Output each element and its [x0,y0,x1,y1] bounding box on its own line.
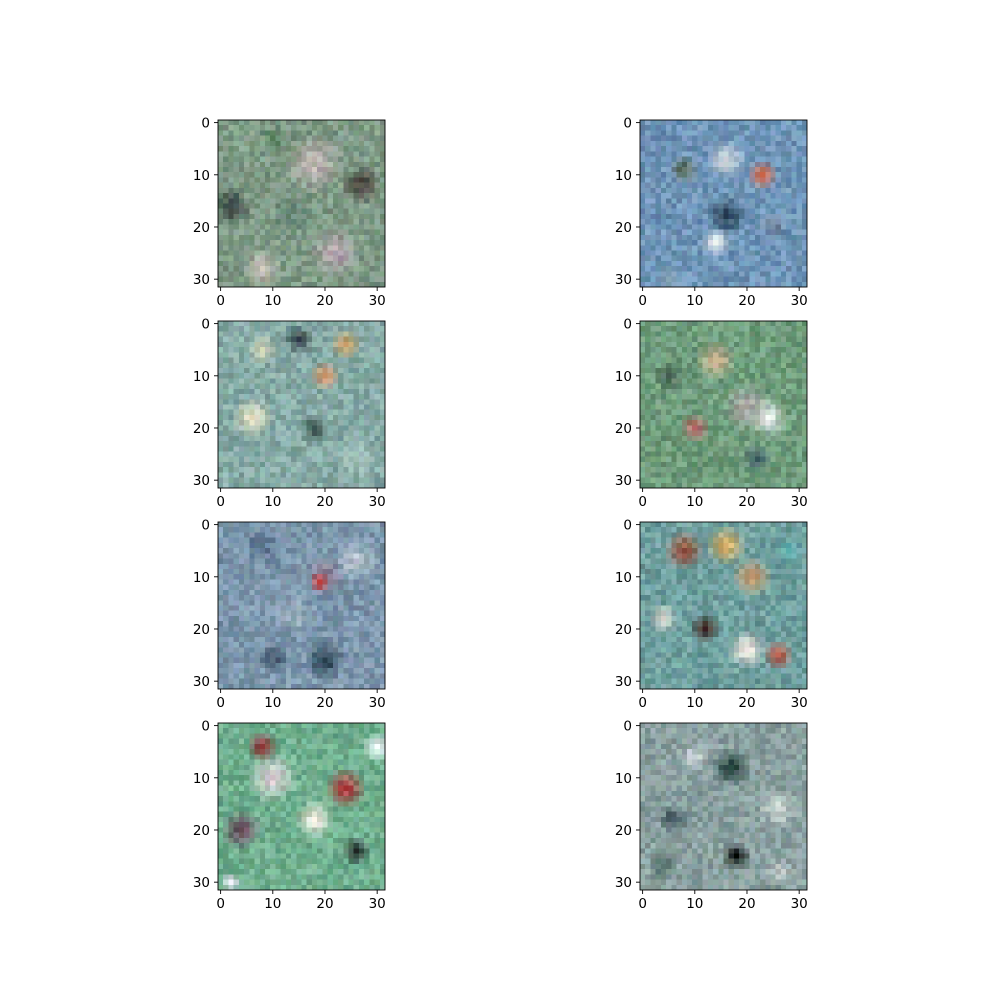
image-panel-8: 0 10 20 30 0 10 20 30 [615,719,808,912]
x-tick-label: 30 [791,494,808,510]
y-tick-label: 20 [615,220,632,236]
x-tick-label: 0 [638,494,647,510]
y-tick-label: 20 [193,220,210,236]
image-pixels [640,321,808,489]
x-tick-label: 30 [369,293,386,309]
axes-frame [217,320,386,489]
axes-frame [639,722,808,891]
y-tick-label: 10 [615,570,632,586]
y-tick-label: 10 [615,771,632,787]
y-tick-label: 30 [615,674,632,690]
y-tick-label: 20 [615,622,632,638]
x-tick-label: 20 [738,494,755,510]
x-tick-label: 20 [738,695,755,711]
image-panel-5: 0 10 20 30 0 10 20 30 [193,518,386,711]
x-tick-label: 20 [316,896,333,912]
x-tick-label: 20 [316,695,333,711]
y-tick-label: 10 [193,570,210,586]
x-tick-label: 20 [738,293,755,309]
y-tick-label: 0 [201,719,210,735]
y-tick-label: 0 [623,719,632,735]
y-tick-label: 30 [615,473,632,489]
x-tick-label: 0 [216,896,225,912]
image-panel-2: 0 10 20 30 0 10 20 30 [615,116,808,309]
x-tick-label: 10 [264,293,281,309]
y-tick-label: 0 [623,518,632,534]
y-tick-label: 20 [193,622,210,638]
y-tick-label: 0 [201,116,210,132]
x-tick-label: 10 [686,293,703,309]
x-tick-label: 30 [791,293,808,309]
y-tick-label: 0 [623,317,632,333]
x-tick-label: 10 [686,896,703,912]
y-tick-label: 10 [193,771,210,787]
image-pixels [218,120,386,288]
x-tick-label: 0 [638,293,647,309]
x-tick-label: 0 [216,494,225,510]
x-tick-label: 10 [264,695,281,711]
axes-frame [639,521,808,690]
image-pixels [218,522,386,690]
image-pixels [640,120,808,288]
image-panel-4: 0 10 20 30 0 10 20 30 [615,317,808,510]
y-tick-label: 20 [193,421,210,437]
x-tick-label: 10 [686,494,703,510]
axes-frame [639,320,808,489]
y-tick-label: 30 [615,272,632,288]
x-tick-label: 0 [638,695,647,711]
y-tick-label: 30 [615,875,632,891]
image-pixels [640,723,808,891]
y-tick-label: 20 [193,823,210,839]
x-tick-label: 0 [638,896,647,912]
x-tick-label: 10 [264,896,281,912]
image-pixels [218,321,386,489]
x-tick-label: 0 [216,695,225,711]
y-tick-label: 30 [193,272,210,288]
x-tick-label: 0 [216,293,225,309]
y-tick-label: 0 [201,518,210,534]
y-tick-label: 10 [615,168,632,184]
y-tick-label: 0 [623,116,632,132]
y-tick-label: 10 [615,369,632,385]
x-tick-label: 10 [686,695,703,711]
x-tick-label: 30 [369,494,386,510]
x-tick-label: 20 [738,896,755,912]
axes-frame [217,119,386,288]
axes-frame [217,521,386,690]
image-panel-6: 0 10 20 30 0 10 20 30 [615,518,808,711]
image-panel-7: 0 10 20 30 0 10 20 30 [193,719,386,912]
image-pixels [640,522,808,690]
y-tick-label: 20 [615,421,632,437]
x-tick-label: 30 [369,896,386,912]
image-panel-3: 0 10 20 30 0 10 20 30 [193,317,386,510]
y-tick-label: 30 [193,473,210,489]
y-tick-label: 10 [193,369,210,385]
y-tick-label: 10 [193,168,210,184]
axes-frame [639,119,808,288]
y-tick-label: 30 [193,674,210,690]
image-pixels [218,723,386,891]
y-tick-label: 20 [615,823,632,839]
y-tick-label: 0 [201,317,210,333]
x-tick-label: 20 [316,293,333,309]
x-tick-label: 30 [791,695,808,711]
axes-frame [217,722,386,891]
image-panel-1: 0 10 20 30 0 10 20 30 [193,116,386,309]
x-tick-label: 30 [791,896,808,912]
x-tick-label: 20 [316,494,333,510]
x-tick-label: 10 [264,494,281,510]
y-tick-label: 30 [193,875,210,891]
x-tick-label: 30 [369,695,386,711]
